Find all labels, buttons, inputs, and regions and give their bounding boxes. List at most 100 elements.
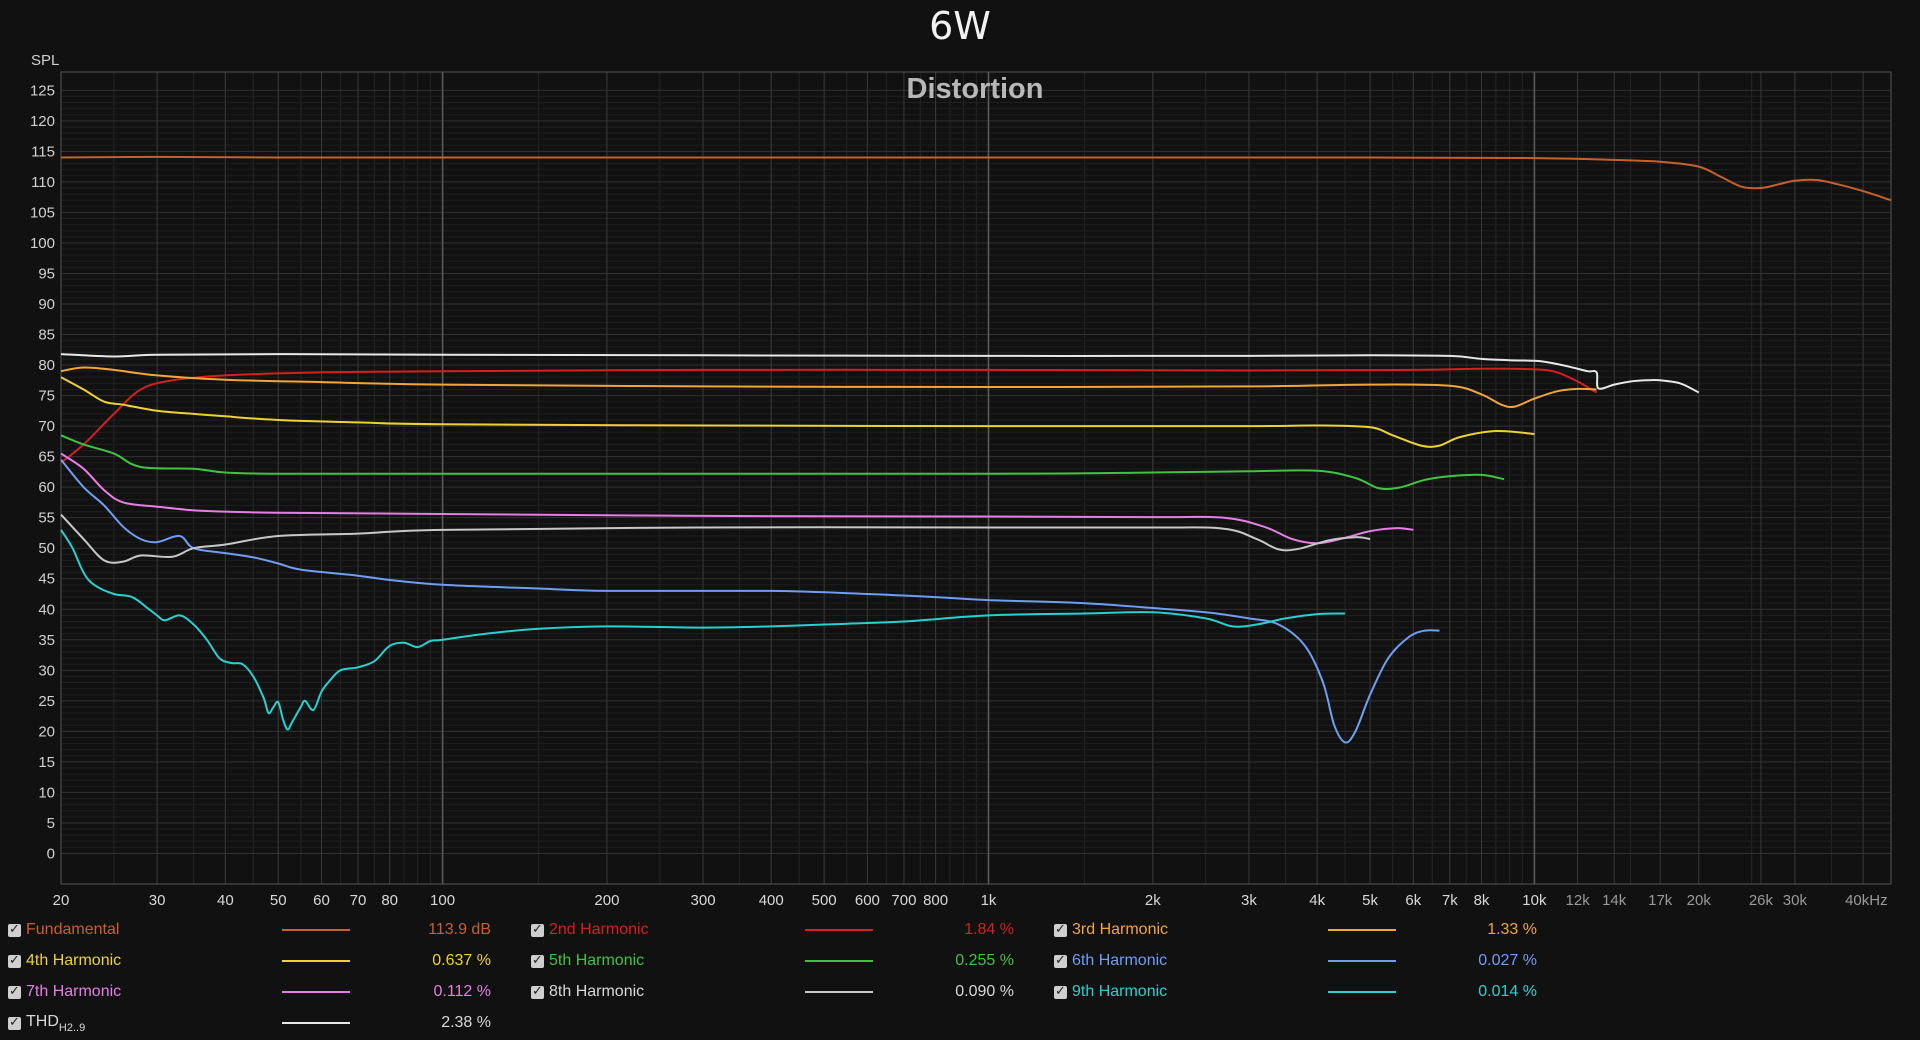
legend-value-4th-harmonic: 0.637 % (432, 952, 491, 969)
legend-item-2nd-harmonic[interactable]: 2nd Harmonic 1.84 % (531, 916, 1014, 944)
y-tick-label: 60 (38, 479, 55, 496)
legend-item-fundamental[interactable]: Fundamental 113.9 dB (8, 916, 491, 944)
page-title: 6W (929, 4, 991, 48)
y-tick-label: 100 (30, 235, 55, 252)
x-tick-label: 4k (1309, 892, 1325, 909)
x-tick-label: 5k (1362, 892, 1378, 909)
legend-item-9th-harmonic[interactable]: 9th Harmonic 0.014 % (1054, 978, 1537, 1006)
legend-label-7th-harmonic: 7th Harmonic (26, 983, 122, 1000)
x-tick-label: 50 (270, 892, 287, 909)
y-tick-label: 35 (38, 632, 55, 649)
legend-item-7th-harmonic[interactable]: 7th Harmonic 0.112 % (8, 978, 491, 1006)
x-tick-label: 300 (691, 892, 716, 909)
x-tick-label: 500 (812, 892, 837, 909)
legend-value-6th-harmonic: 0.027 % (1478, 952, 1537, 969)
legend-line-swatch-fundamental (282, 929, 350, 931)
legend-item-4th-harmonic[interactable]: 4th Harmonic 0.637 % (8, 947, 491, 975)
legend-line-swatch-4th-harmonic (282, 960, 350, 962)
legend: Fundamental 113.9 dB 2nd Harmonic 1.84 % 3rd… (0, 912, 1600, 1040)
series-line-fundamental (60, 155, 1892, 202)
y-tick-label: 10 (38, 784, 55, 801)
legend-checkbox-thd[interactable] (8, 1014, 21, 1030)
legend-checkbox-9th-harmonic[interactable] (1054, 983, 1067, 999)
x-tick-label: 400 (759, 892, 784, 909)
legend-line-swatch-2nd-harmonic (805, 929, 873, 931)
series-line-6th-harmonic (60, 459, 1440, 744)
legend-checkbox-4th-harmonic[interactable] (8, 952, 21, 968)
x-tick-label: 30 (149, 892, 166, 909)
legend-item-thd[interactable]: THDH2..9 2.38 % (8, 1009, 491, 1037)
legend-line-swatch-6th-harmonic (1328, 960, 1396, 962)
x-tick-label: 100 (430, 892, 455, 909)
x-tick-label: 700 (891, 892, 916, 909)
x-tick-label: 12k (1566, 892, 1591, 909)
x-tick-label: 2k (1145, 892, 1161, 909)
y-axis-label: SPL (31, 52, 59, 69)
series-line-5th-harmonic (60, 434, 1505, 491)
chart-title: Distortion (907, 73, 1044, 105)
y-tick-label: 120 (30, 113, 55, 130)
legend-value-5th-harmonic: 0.255 % (955, 952, 1014, 969)
legend-item-8th-harmonic[interactable]: 8th Harmonic 0.090 % (531, 978, 1014, 1006)
x-tick-label: 14k (1602, 892, 1627, 909)
x-tick-label: 1k (981, 892, 997, 909)
y-tick-label: 25 (38, 693, 55, 710)
x-tick-label: 20 (53, 892, 70, 909)
x-tick-label: 600 (855, 892, 880, 909)
legend-value-2nd-harmonic: 1.84 % (964, 921, 1014, 938)
x-tick-label: 6k (1405, 892, 1421, 909)
plot-frame (60, 71, 1892, 885)
legend-value-8th-harmonic: 0.090 % (955, 983, 1014, 1000)
legend-label-subscript: H2..9 (58, 1021, 86, 1034)
legend-item-5th-harmonic[interactable]: 5th Harmonic 0.255 % (531, 947, 1014, 975)
y-tick-label: 55 (38, 510, 55, 527)
x-tick-label: 26k (1749, 892, 1774, 909)
y-tick-label: 15 (38, 754, 55, 771)
y-tick-label: 65 (38, 449, 55, 466)
series-line-2nd-harmonic (60, 367, 1598, 464)
x-tick-label: 10k (1522, 892, 1547, 909)
x-tick-label: 60 (313, 892, 330, 909)
legend-label-6th-harmonic: 6th Harmonic (1072, 952, 1168, 969)
legend-line-swatch-8th-harmonic (805, 991, 873, 993)
x-tick-label: 30k (1783, 892, 1808, 909)
legend-item-3rd-harmonic[interactable]: 3rd Harmonic 1.33 % (1054, 916, 1537, 944)
legend-checkbox-fundamental[interactable] (8, 921, 21, 937)
y-tick-label: 30 (38, 662, 55, 679)
legend-value-thd: 2.38 % (441, 1014, 491, 1031)
y-tick-label: 95 (38, 265, 55, 282)
y-tick-label: 50 (38, 540, 55, 557)
x-tick-label: 70 (350, 892, 367, 909)
legend-checkbox-3rd-harmonic[interactable] (1054, 921, 1067, 937)
legend-value-3rd-harmonic: 1.33 % (1487, 921, 1537, 938)
y-tick-label: 125 (30, 82, 55, 99)
distortion-chart: Distortion SPL 0 5 10 15 20 25 30 35 40 45 50 55 60 6… (30, 52, 1892, 909)
legend-label-9th-harmonic: 9th Harmonic (1072, 983, 1168, 1000)
y-tick-label: 70 (38, 418, 55, 435)
legend-label-fundamental: Fundamental (26, 921, 120, 938)
x-tick-label: 7k (1442, 892, 1458, 909)
legend-item-6th-harmonic[interactable]: 6th Harmonic 0.027 % (1054, 947, 1537, 975)
x-tick-label: 40kHz (1845, 892, 1888, 909)
y-tick-label: 40 (38, 601, 55, 618)
legend-label-2nd-harmonic: 2nd Harmonic (549, 921, 649, 938)
y-axis-ticks: 0 5 10 15 20 25 30 35 40 45 50 55 60 65 70 75 80 85 90 95 10… (30, 82, 55, 862)
legend-checkbox-2nd-harmonic[interactable] (531, 921, 544, 937)
legend-label-3rd-harmonic: 3rd Harmonic (1072, 921, 1169, 938)
x-axis-ticks: 20 30 40 50 60 70 80 100 200 300 400 500 600 700 800 1k… (53, 892, 1888, 909)
legend-value-9th-harmonic: 0.014 % (1478, 983, 1537, 1000)
y-tick-label: 20 (38, 723, 55, 740)
legend-line-swatch-thd (282, 1022, 350, 1024)
y-tick-label: 110 (31, 174, 55, 191)
legend-checkbox-7th-harmonic[interactable] (8, 983, 21, 999)
x-tick-label: 200 (594, 892, 619, 909)
x-tick-label: 3k (1241, 892, 1257, 909)
legend-checkbox-8th-harmonic[interactable] (531, 983, 544, 999)
x-tick-label: 80 (381, 892, 398, 909)
series-line-9th-harmonic (60, 529, 1346, 731)
legend-checkbox-6th-harmonic[interactable] (1054, 952, 1067, 968)
series-line-4th-harmonic (60, 376, 1535, 448)
legend-checkbox-5th-harmonic[interactable] (531, 952, 544, 968)
y-tick-label: 75 (38, 388, 55, 405)
y-tick-label: 105 (30, 204, 55, 221)
